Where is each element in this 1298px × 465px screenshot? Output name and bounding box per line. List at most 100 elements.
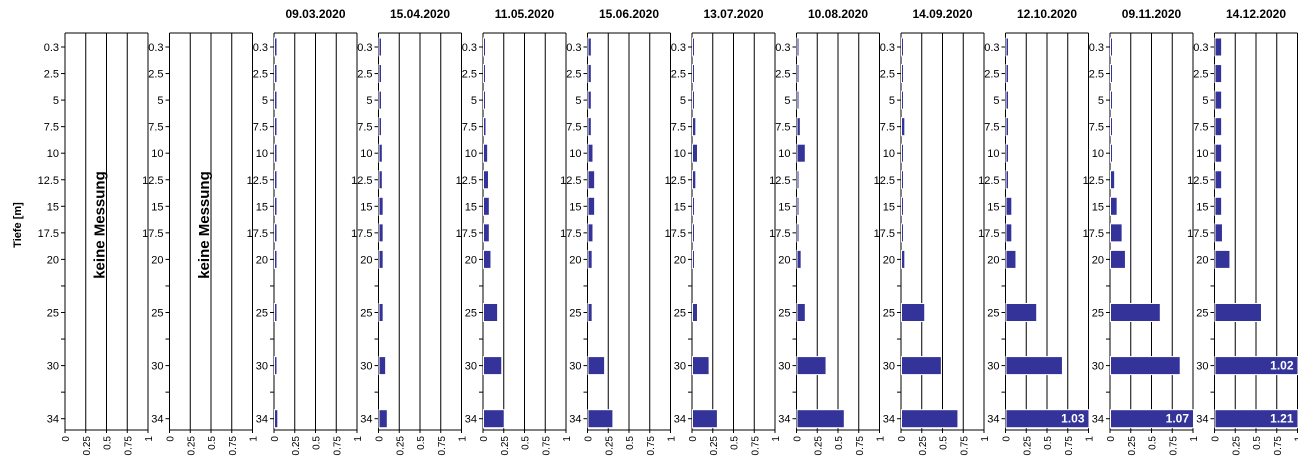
y-tick-label: 10 xyxy=(256,148,268,160)
bar xyxy=(692,409,718,429)
y-tick-label: 30 xyxy=(883,361,895,373)
y-tick-label: 10 xyxy=(778,148,790,160)
bar xyxy=(587,196,596,216)
bar xyxy=(378,223,384,243)
bar xyxy=(692,90,695,110)
no-measurement-note: keine Messung xyxy=(196,171,213,279)
y-tick-label: 17.5 xyxy=(769,228,790,240)
y-tick-label: 15 xyxy=(569,201,581,213)
bar xyxy=(378,249,384,269)
bar xyxy=(587,64,592,84)
x-tick-label: 0.5 xyxy=(1252,436,1263,450)
bar xyxy=(901,303,926,322)
bar xyxy=(1005,170,1009,190)
y-tick-label: 12.5 xyxy=(142,175,163,187)
bar xyxy=(901,409,959,429)
bar xyxy=(796,117,801,137)
bar xyxy=(796,90,800,110)
y-tick-label: 5 xyxy=(471,95,477,107)
y-tick-label: 17.5 xyxy=(351,228,372,240)
x-tick-label: 0.5 xyxy=(1043,436,1054,450)
y-tick-label: 34 xyxy=(465,414,477,426)
y-tick-label: 5 xyxy=(993,95,999,107)
bar xyxy=(796,64,800,84)
bar xyxy=(274,196,278,216)
y-tick-label: 12.5 xyxy=(978,175,999,187)
bar xyxy=(274,37,278,57)
y-tick-label: 20 xyxy=(674,254,686,266)
bar xyxy=(901,117,906,137)
bar-value-label: 1.07 xyxy=(1166,412,1190,426)
y-tick-label: 20 xyxy=(569,254,581,266)
y-tick-label: 25 xyxy=(151,308,163,320)
bar xyxy=(483,249,492,269)
y-tick-label: 34 xyxy=(360,414,372,426)
x-tick-label: 0 xyxy=(793,436,804,442)
y-tick-label: 0.3 xyxy=(44,42,59,54)
y-tick-label: 30 xyxy=(1196,361,1208,373)
y-tick-label: 12.5 xyxy=(1187,175,1208,187)
bar xyxy=(1110,143,1113,163)
y-tick-label: 7.5 xyxy=(880,122,895,134)
y-tick-label: 12.5 xyxy=(560,175,581,187)
y-tick-label: 10 xyxy=(465,148,477,160)
x-tick-label: 0.25 xyxy=(1022,436,1033,456)
y-tick-label: 12.5 xyxy=(351,175,372,187)
x-tick-label: 1 xyxy=(1294,436,1298,442)
x-tick-label: 0 xyxy=(375,436,386,442)
bar xyxy=(1005,409,1090,429)
y-tick-label: 12.5 xyxy=(38,175,59,187)
bar xyxy=(1110,196,1118,216)
bar xyxy=(1110,37,1113,57)
y-tick-label: 7.5 xyxy=(1193,122,1208,134)
y-tick-label: 7.5 xyxy=(566,122,581,134)
y-tick-label: 20 xyxy=(151,254,163,266)
x-tick-label: 0.75 xyxy=(855,436,866,456)
x-tick-label: 1 xyxy=(249,436,260,442)
x-tick-label: 0.25 xyxy=(82,436,93,456)
bar xyxy=(483,356,503,376)
panel-title: 14.12.2020 xyxy=(1226,7,1286,21)
y-tick-label: 0.3 xyxy=(1193,42,1208,54)
bar xyxy=(1214,196,1223,216)
bar xyxy=(587,143,594,163)
bar xyxy=(274,409,279,429)
bar xyxy=(692,196,695,216)
bar xyxy=(901,223,904,243)
x-tick-label: 0.5 xyxy=(730,436,741,450)
bar xyxy=(483,90,486,110)
y-tick-label: 10 xyxy=(883,148,895,160)
bar xyxy=(378,356,387,376)
bar xyxy=(796,249,802,269)
y-tick-label: 12.5 xyxy=(874,175,895,187)
y-tick-label: 17.5 xyxy=(560,228,581,240)
x-tick-label: 0.25 xyxy=(1231,436,1242,456)
panel-title: 09.03.2020 xyxy=(285,7,345,21)
bar xyxy=(692,356,710,376)
y-tick-label: 7.5 xyxy=(984,122,999,134)
bar-value-label: 1.02 xyxy=(1270,359,1294,373)
x-tick-label: 0.25 xyxy=(813,436,824,456)
y-tick-label: 12.5 xyxy=(1083,175,1104,187)
x-tick-label: 1 xyxy=(144,436,155,442)
panel-title: 09.11.2020 xyxy=(1122,7,1182,21)
x-tick-label: 0.75 xyxy=(228,436,239,456)
bar xyxy=(378,90,382,110)
x-tick-label: 0.75 xyxy=(750,436,761,456)
y-tick-label: 15 xyxy=(360,201,372,213)
y-tick-label: 5 xyxy=(157,95,163,107)
y-tick-label: 20 xyxy=(465,254,477,266)
bar xyxy=(901,170,904,190)
y-tick-label: 15 xyxy=(151,201,163,213)
y-tick-label: 34 xyxy=(987,414,999,426)
y-tick-label: 2.5 xyxy=(775,69,790,81)
y-tick-label: 30 xyxy=(151,361,163,373)
bar xyxy=(692,143,698,163)
bar xyxy=(1214,37,1223,57)
y-tick-label: 0.3 xyxy=(984,42,999,54)
y-tick-label: 2.5 xyxy=(1089,69,1104,81)
y-tick-label: 20 xyxy=(883,254,895,266)
y-tick-label: 2.5 xyxy=(1193,69,1208,81)
bar xyxy=(1214,303,1262,322)
y-tick-label: 10 xyxy=(1092,148,1104,160)
